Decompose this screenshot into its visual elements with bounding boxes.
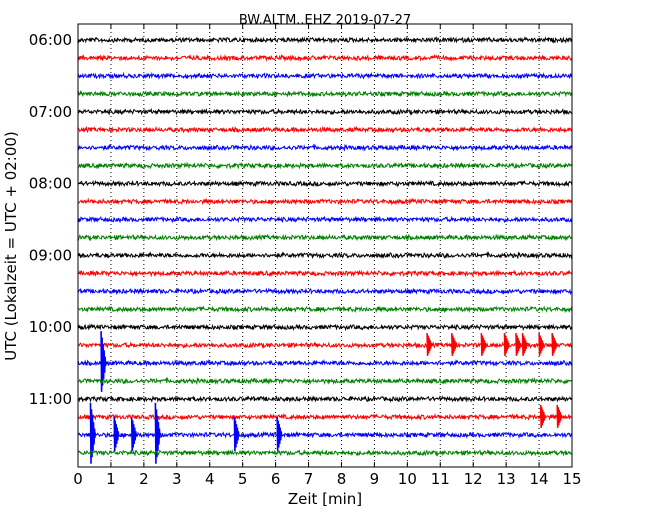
trace-line	[77, 341, 573, 349]
seismic-event-mark	[100, 331, 107, 392]
trace-line	[77, 233, 573, 242]
trace-line	[77, 71, 573, 80]
trace-line	[77, 161, 573, 170]
trace-line	[77, 143, 573, 152]
trace-line	[77, 53, 573, 63]
x-tick-label: 1	[106, 470, 116, 488]
x-tick-label: 4	[205, 470, 215, 488]
x-tick-label: 11	[431, 470, 450, 488]
y-tick-label: 11:00	[29, 390, 72, 408]
y-tick-label: 07:00	[29, 103, 72, 121]
trace-line	[77, 251, 573, 260]
chart-title: BW.ALTM..EHZ 2019-07-27	[239, 13, 411, 28]
y-tick-label: 06:00	[29, 31, 72, 49]
trace-line	[77, 179, 573, 188]
trace-line	[77, 287, 573, 296]
x-tick-label: 13	[497, 470, 516, 488]
seismic-event-mark	[515, 333, 522, 356]
trace-line	[77, 107, 573, 116]
seismic-event-mark	[521, 333, 528, 356]
seismic-event-mark	[89, 402, 96, 464]
seismic-event-mark	[539, 404, 546, 428]
seismic-event-mark	[276, 416, 283, 452]
x-tick-label: 7	[304, 470, 314, 488]
trace-line	[77, 323, 573, 332]
plot-frame	[77, 23, 573, 468]
x-tick-label: 3	[172, 470, 182, 488]
x-tick-label: 12	[464, 470, 483, 488]
trace-line	[77, 395, 573, 404]
seismic-event-mark	[113, 416, 120, 452]
trace-line	[77, 35, 573, 44]
x-tick-label: 6	[271, 470, 281, 488]
x-tick-label: 10	[398, 470, 417, 488]
trace-line	[77, 448, 573, 457]
axis-ticks: 0 1 2 3 4 5 6 7 8 9 10 11 12 13 14 1506:0007:0008:0009:…	[29, 24, 582, 488]
seismic-event-mark	[154, 402, 161, 464]
seismic-event-mark	[233, 416, 240, 452]
trace-line	[77, 359, 573, 367]
trace-line	[77, 197, 573, 206]
y-tick-label: 10:00	[29, 318, 72, 336]
y-tick-label: 09:00	[29, 246, 72, 264]
trace-line	[77, 215, 573, 224]
y-tick-label: 08:00	[29, 175, 72, 193]
x-tick-label: 0	[73, 470, 83, 488]
seismic-event-mark	[551, 333, 558, 356]
seismic-event-mark	[538, 333, 545, 356]
x-tick-label: 5	[238, 470, 248, 488]
trace-line	[77, 430, 573, 439]
x-tick-label: 2	[139, 470, 149, 488]
trace-line	[77, 412, 573, 422]
trace-group	[77, 35, 573, 464]
x-axis-label: Zeit [min]	[288, 490, 362, 508]
seismic-event-mark	[451, 333, 458, 356]
seismic-event-mark	[426, 333, 433, 356]
grid-lines	[110, 24, 540, 467]
seismic-event-mark	[130, 416, 137, 452]
trace-line	[77, 89, 573, 98]
seismic-event-mark	[480, 333, 487, 356]
seismic-event-mark	[503, 333, 510, 356]
x-tick-label: 15	[562, 470, 581, 488]
trace-line	[77, 376, 573, 386]
trace-line	[77, 125, 573, 134]
seismic-event-mark	[556, 404, 563, 428]
trace-line	[77, 269, 573, 278]
x-tick-label: 14	[530, 470, 549, 488]
x-tick-label: 9	[370, 470, 380, 488]
y-axis-label: UTC (Lokalzeit = UTC + 02:00)	[2, 131, 20, 361]
trace-line	[77, 305, 573, 314]
x-tick-label: 8	[337, 470, 347, 488]
